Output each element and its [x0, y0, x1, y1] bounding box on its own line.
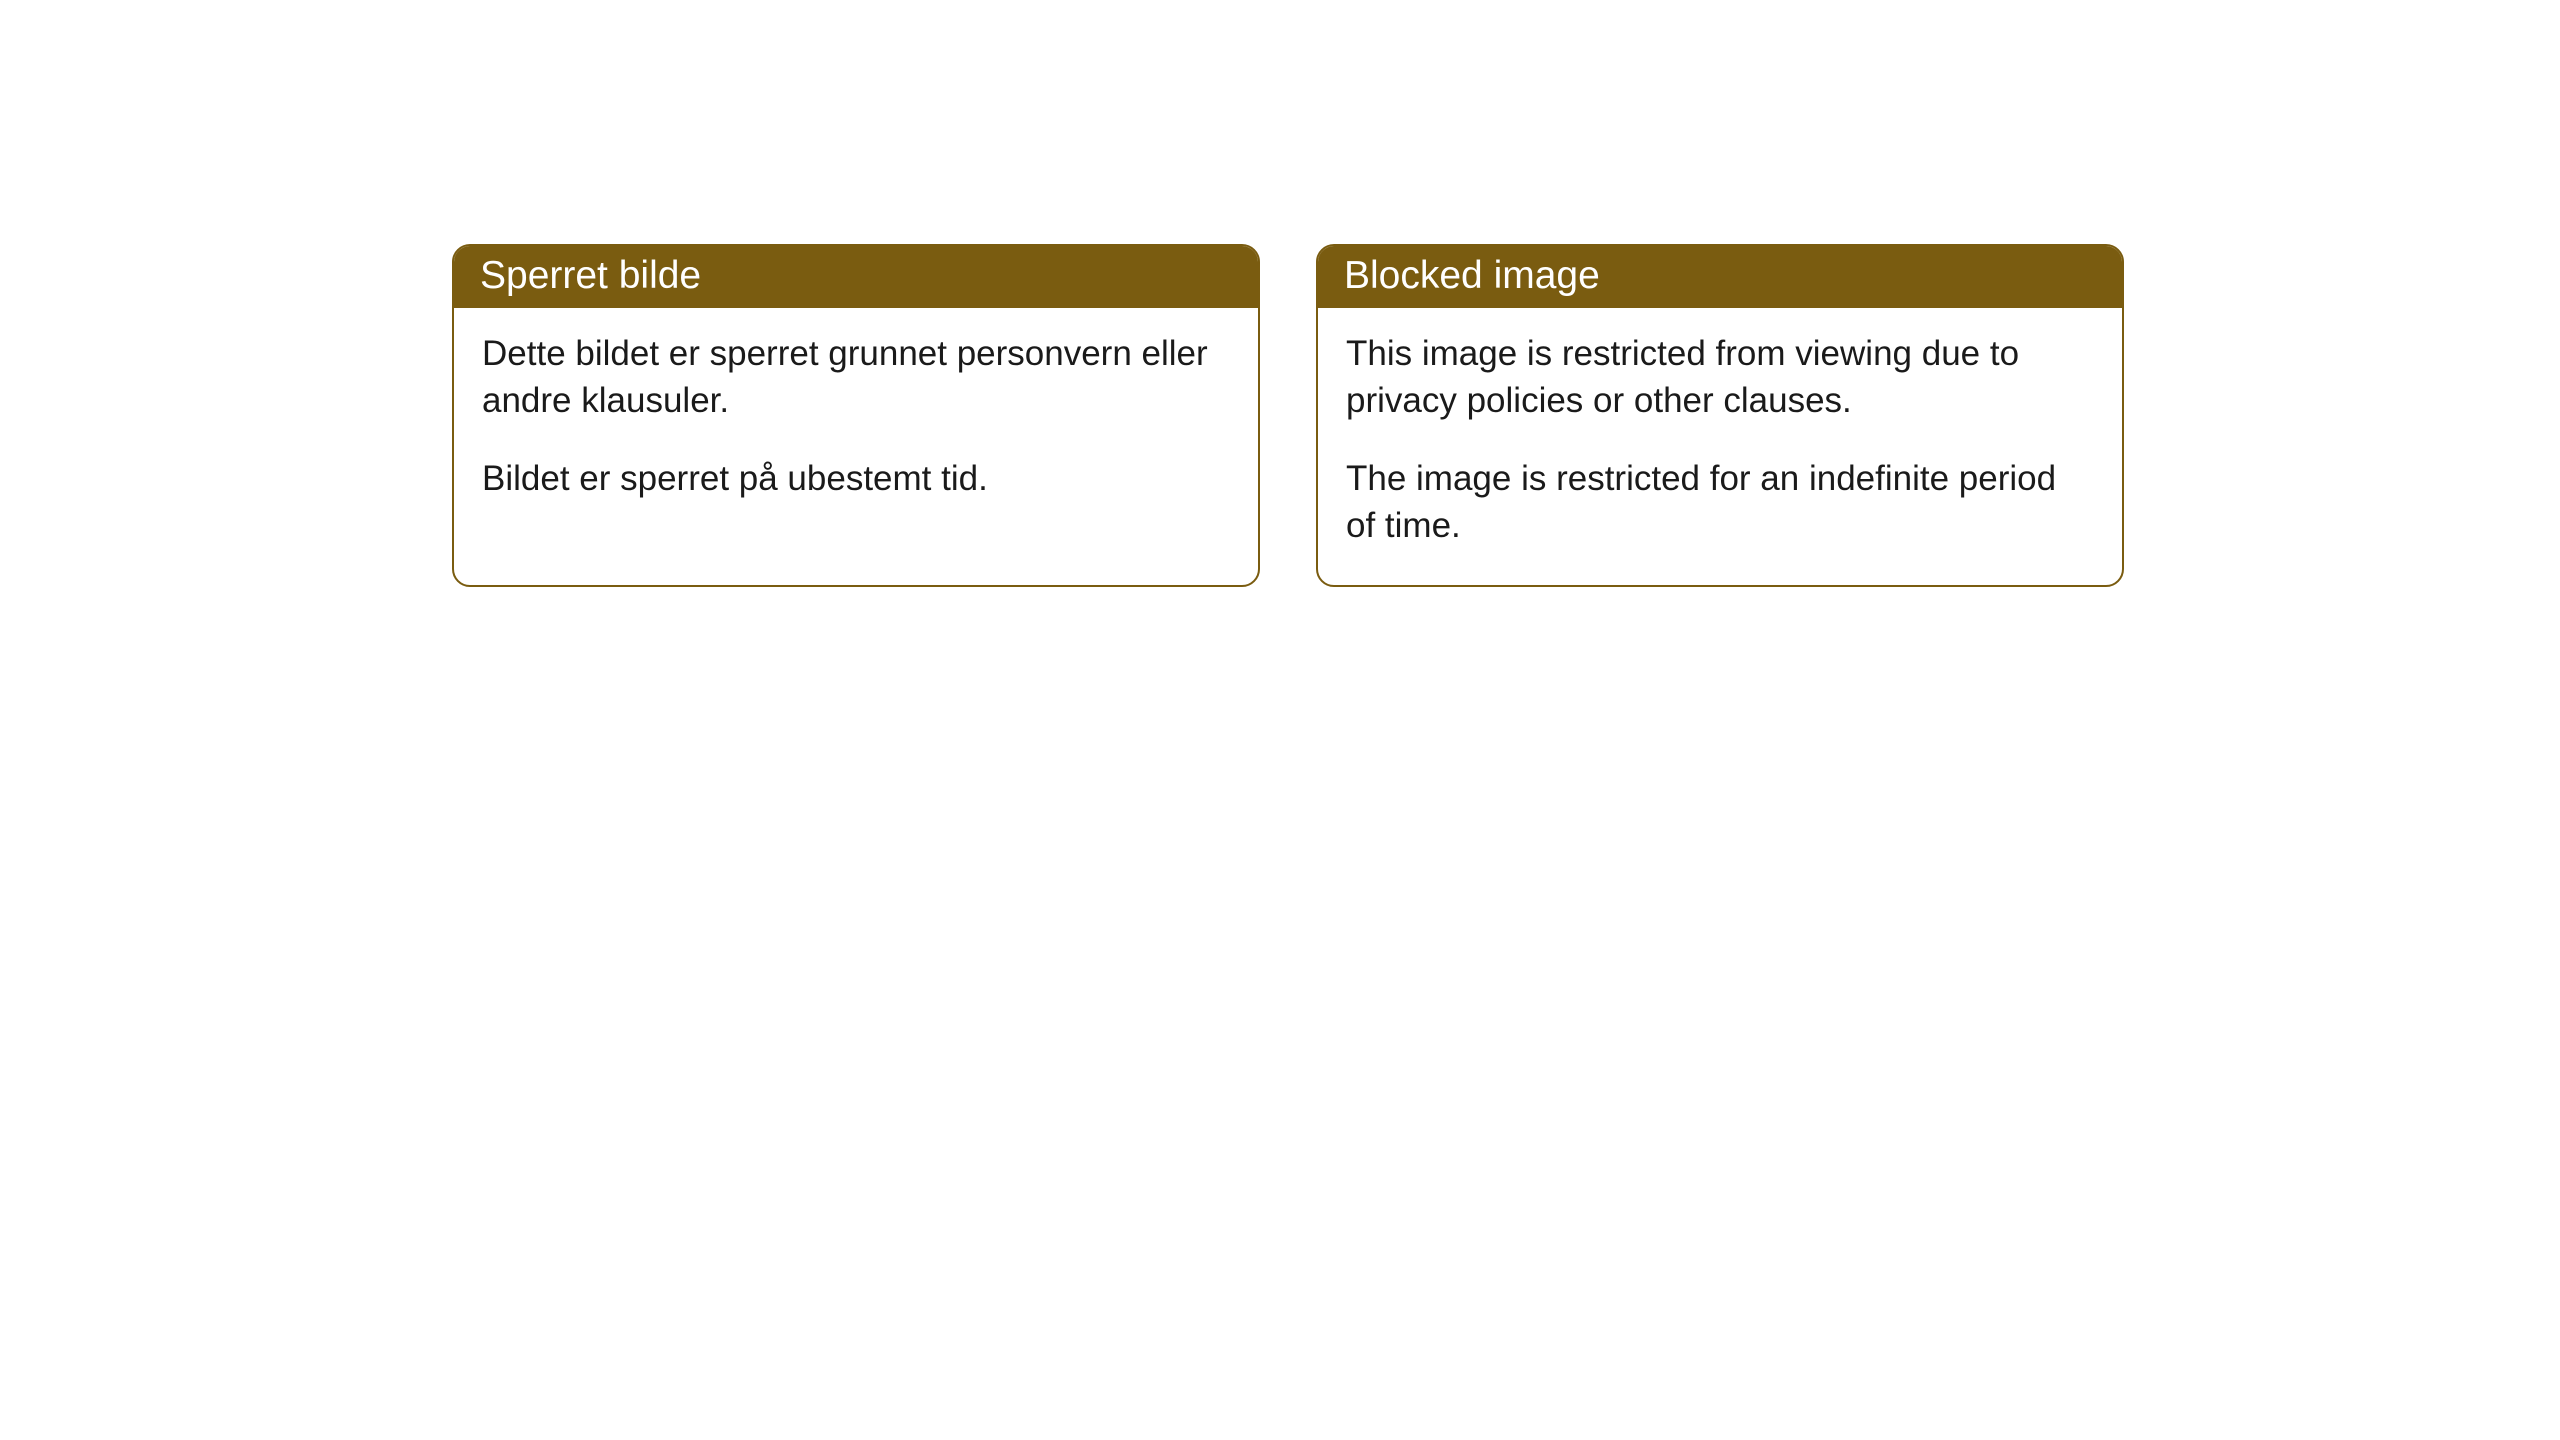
card-body: Dette bildet er sperret grunnet personve… [454, 308, 1258, 538]
card-paragraph: The image is restricted for an indefinit… [1346, 455, 2094, 550]
card-body: This image is restricted from viewing du… [1318, 308, 2122, 585]
card-paragraph: Bildet er sperret på ubestemt tid. [482, 455, 1230, 502]
blocked-image-card-no: Sperret bilde Dette bildet er sperret gr… [452, 244, 1260, 587]
card-header: Sperret bilde [454, 246, 1258, 308]
cards-container: Sperret bilde Dette bildet er sperret gr… [0, 0, 2560, 587]
card-paragraph: This image is restricted from viewing du… [1346, 330, 2094, 425]
card-header: Blocked image [1318, 246, 2122, 308]
card-paragraph: Dette bildet er sperret grunnet personve… [482, 330, 1230, 425]
blocked-image-card-en: Blocked image This image is restricted f… [1316, 244, 2124, 587]
